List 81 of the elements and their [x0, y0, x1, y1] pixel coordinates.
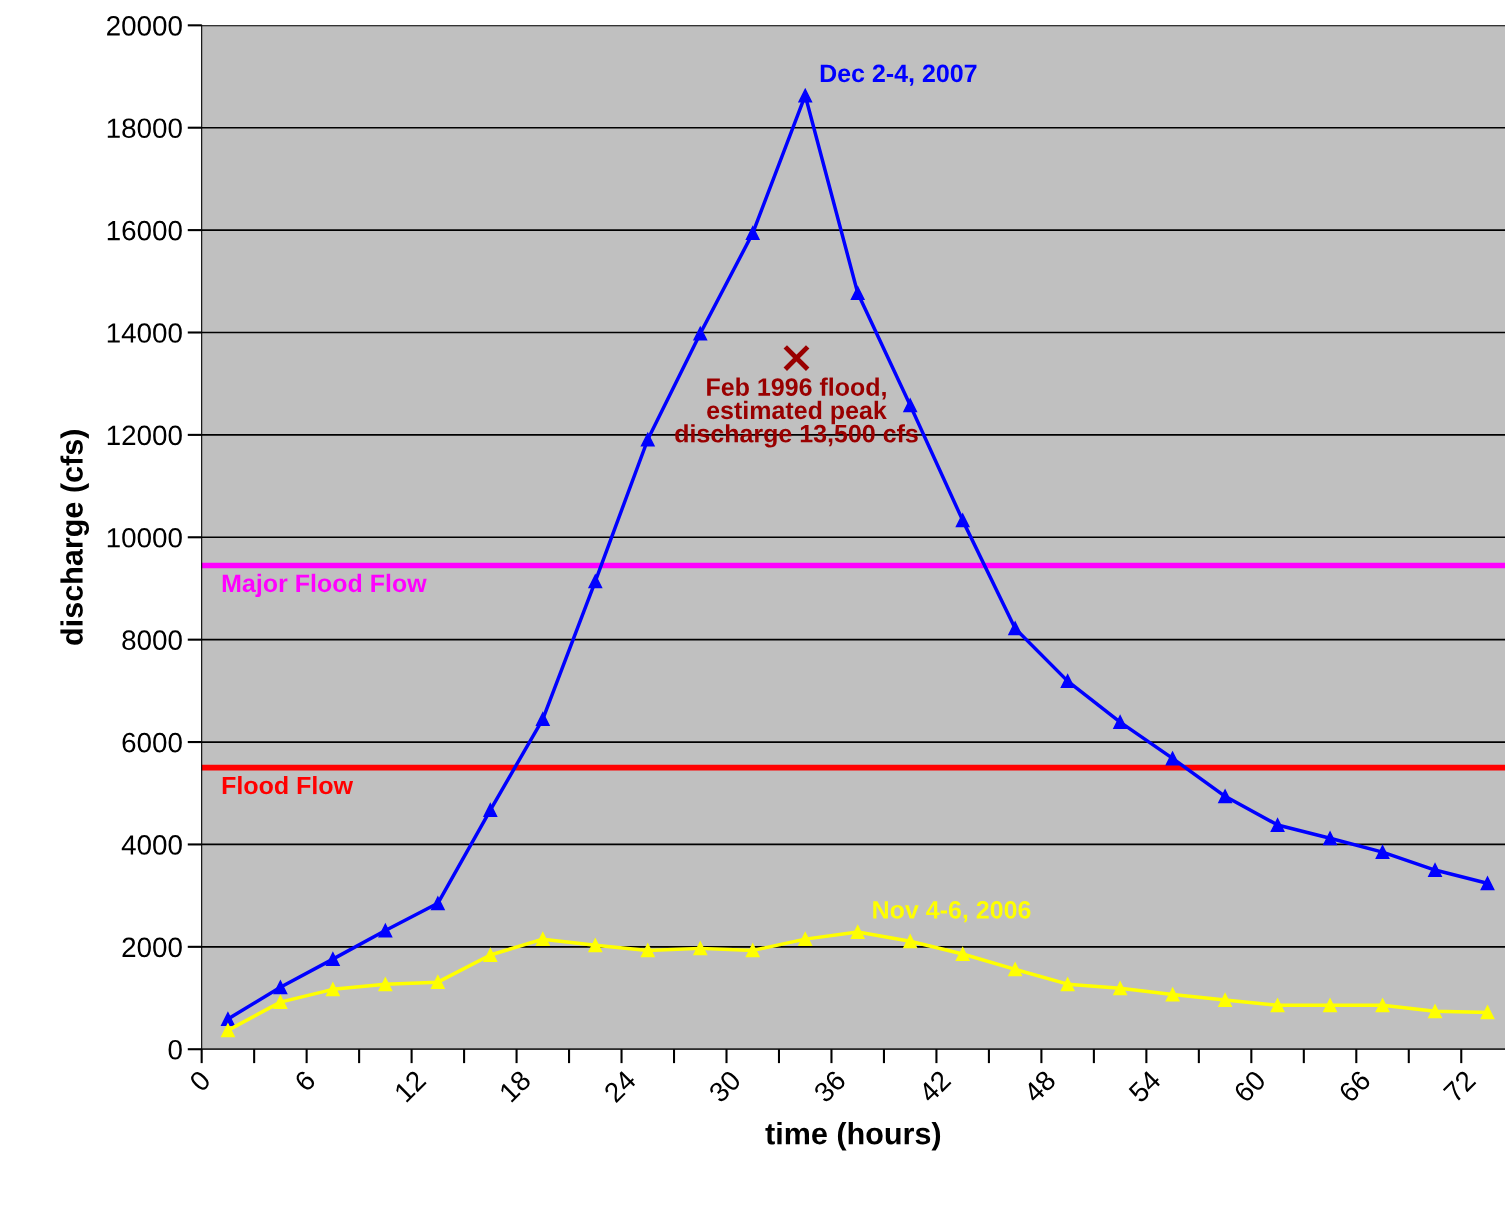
- x-tick-label: 54: [1127, 1069, 1162, 1104]
- point: [430, 975, 445, 990]
- point: [378, 977, 393, 992]
- y-tick-label: 6000: [122, 732, 182, 753]
- point: [535, 932, 550, 947]
- x-tick-label: 42: [917, 1069, 952, 1104]
- y-tick-label: 10000: [107, 527, 182, 548]
- point: [1375, 845, 1390, 860]
- point: [955, 513, 970, 528]
- point: [850, 286, 865, 301]
- y-tick-label: 2000: [122, 937, 182, 958]
- point: [1270, 818, 1285, 832]
- point: [1218, 993, 1233, 1008]
- point: [1113, 715, 1128, 730]
- y-axis-title: discharge (cfs): [60, 430, 90, 645]
- point: [850, 925, 865, 939]
- point: [483, 948, 498, 962]
- point: [378, 923, 393, 938]
- point: [798, 932, 813, 947]
- point: [430, 896, 445, 911]
- point: [1218, 789, 1233, 804]
- point: [1323, 831, 1338, 846]
- x-tick-label: 66: [1337, 1069, 1372, 1104]
- y-tick-label: 4000: [121, 835, 182, 855]
- x-tick-label: 48: [1022, 1069, 1057, 1104]
- point: [1008, 962, 1023, 977]
- point: [220, 1023, 235, 1038]
- point: [693, 326, 708, 341]
- point: [220, 1012, 235, 1026]
- y-tick-label: 16000: [107, 220, 182, 241]
- x-tick-label: 30: [707, 1069, 742, 1104]
- x-tick-label: 24: [602, 1069, 637, 1104]
- ref-line-label: Flood Flow: [222, 775, 354, 795]
- point: [745, 943, 760, 958]
- point: [903, 934, 918, 949]
- point: [1060, 977, 1075, 992]
- point: [903, 398, 918, 413]
- point: [325, 952, 340, 967]
- point: [483, 803, 498, 818]
- y-tick-label: 8000: [122, 630, 182, 650]
- point: [1113, 981, 1128, 996]
- point: [640, 943, 655, 958]
- point: [1428, 863, 1442, 877]
- x-tick-label: 6: [293, 1069, 317, 1093]
- x-tick-label: 18: [498, 1069, 532, 1103]
- point: [1323, 998, 1338, 1013]
- point: [588, 938, 603, 953]
- point: [1480, 1005, 1495, 1020]
- point: [588, 574, 603, 589]
- point: [693, 941, 708, 956]
- x-tick-label: 60: [1232, 1069, 1267, 1104]
- x-tick-label: 0: [188, 1069, 212, 1093]
- y-tick-label: 0: [168, 1039, 182, 1060]
- y-tick-label: 20000: [107, 15, 182, 36]
- point: [1428, 1004, 1442, 1019]
- y-tick-label: 14000: [107, 323, 182, 343]
- point: [1270, 998, 1285, 1013]
- point: [1165, 751, 1180, 766]
- point: [1165, 987, 1180, 1002]
- y-tick-label: 18000: [107, 118, 182, 139]
- point: [1480, 876, 1495, 891]
- ref-line-label: Major Flood Flow: [222, 573, 427, 598]
- point: [1060, 674, 1075, 689]
- point: [640, 432, 655, 447]
- point: [1008, 621, 1023, 636]
- point: [535, 712, 550, 726]
- x-tick-label: 12: [393, 1069, 427, 1103]
- series-label: Dec 2-4, 2007: [820, 64, 977, 86]
- x-axis-title: time (hours): [765, 1122, 941, 1151]
- x-tick-label: 72: [1442, 1069, 1477, 1104]
- series-label: Nov 4-6, 2006: [873, 901, 1031, 923]
- point: [273, 980, 288, 995]
- point: [273, 995, 288, 1010]
- point: [955, 947, 970, 961]
- y-tick-label: 12000: [107, 425, 182, 446]
- point: [1375, 998, 1390, 1013]
- point: [782, 344, 811, 372]
- point: [325, 982, 340, 997]
- point: [798, 88, 813, 103]
- point: [745, 226, 760, 241]
- x-tick-label: 36: [812, 1069, 847, 1104]
